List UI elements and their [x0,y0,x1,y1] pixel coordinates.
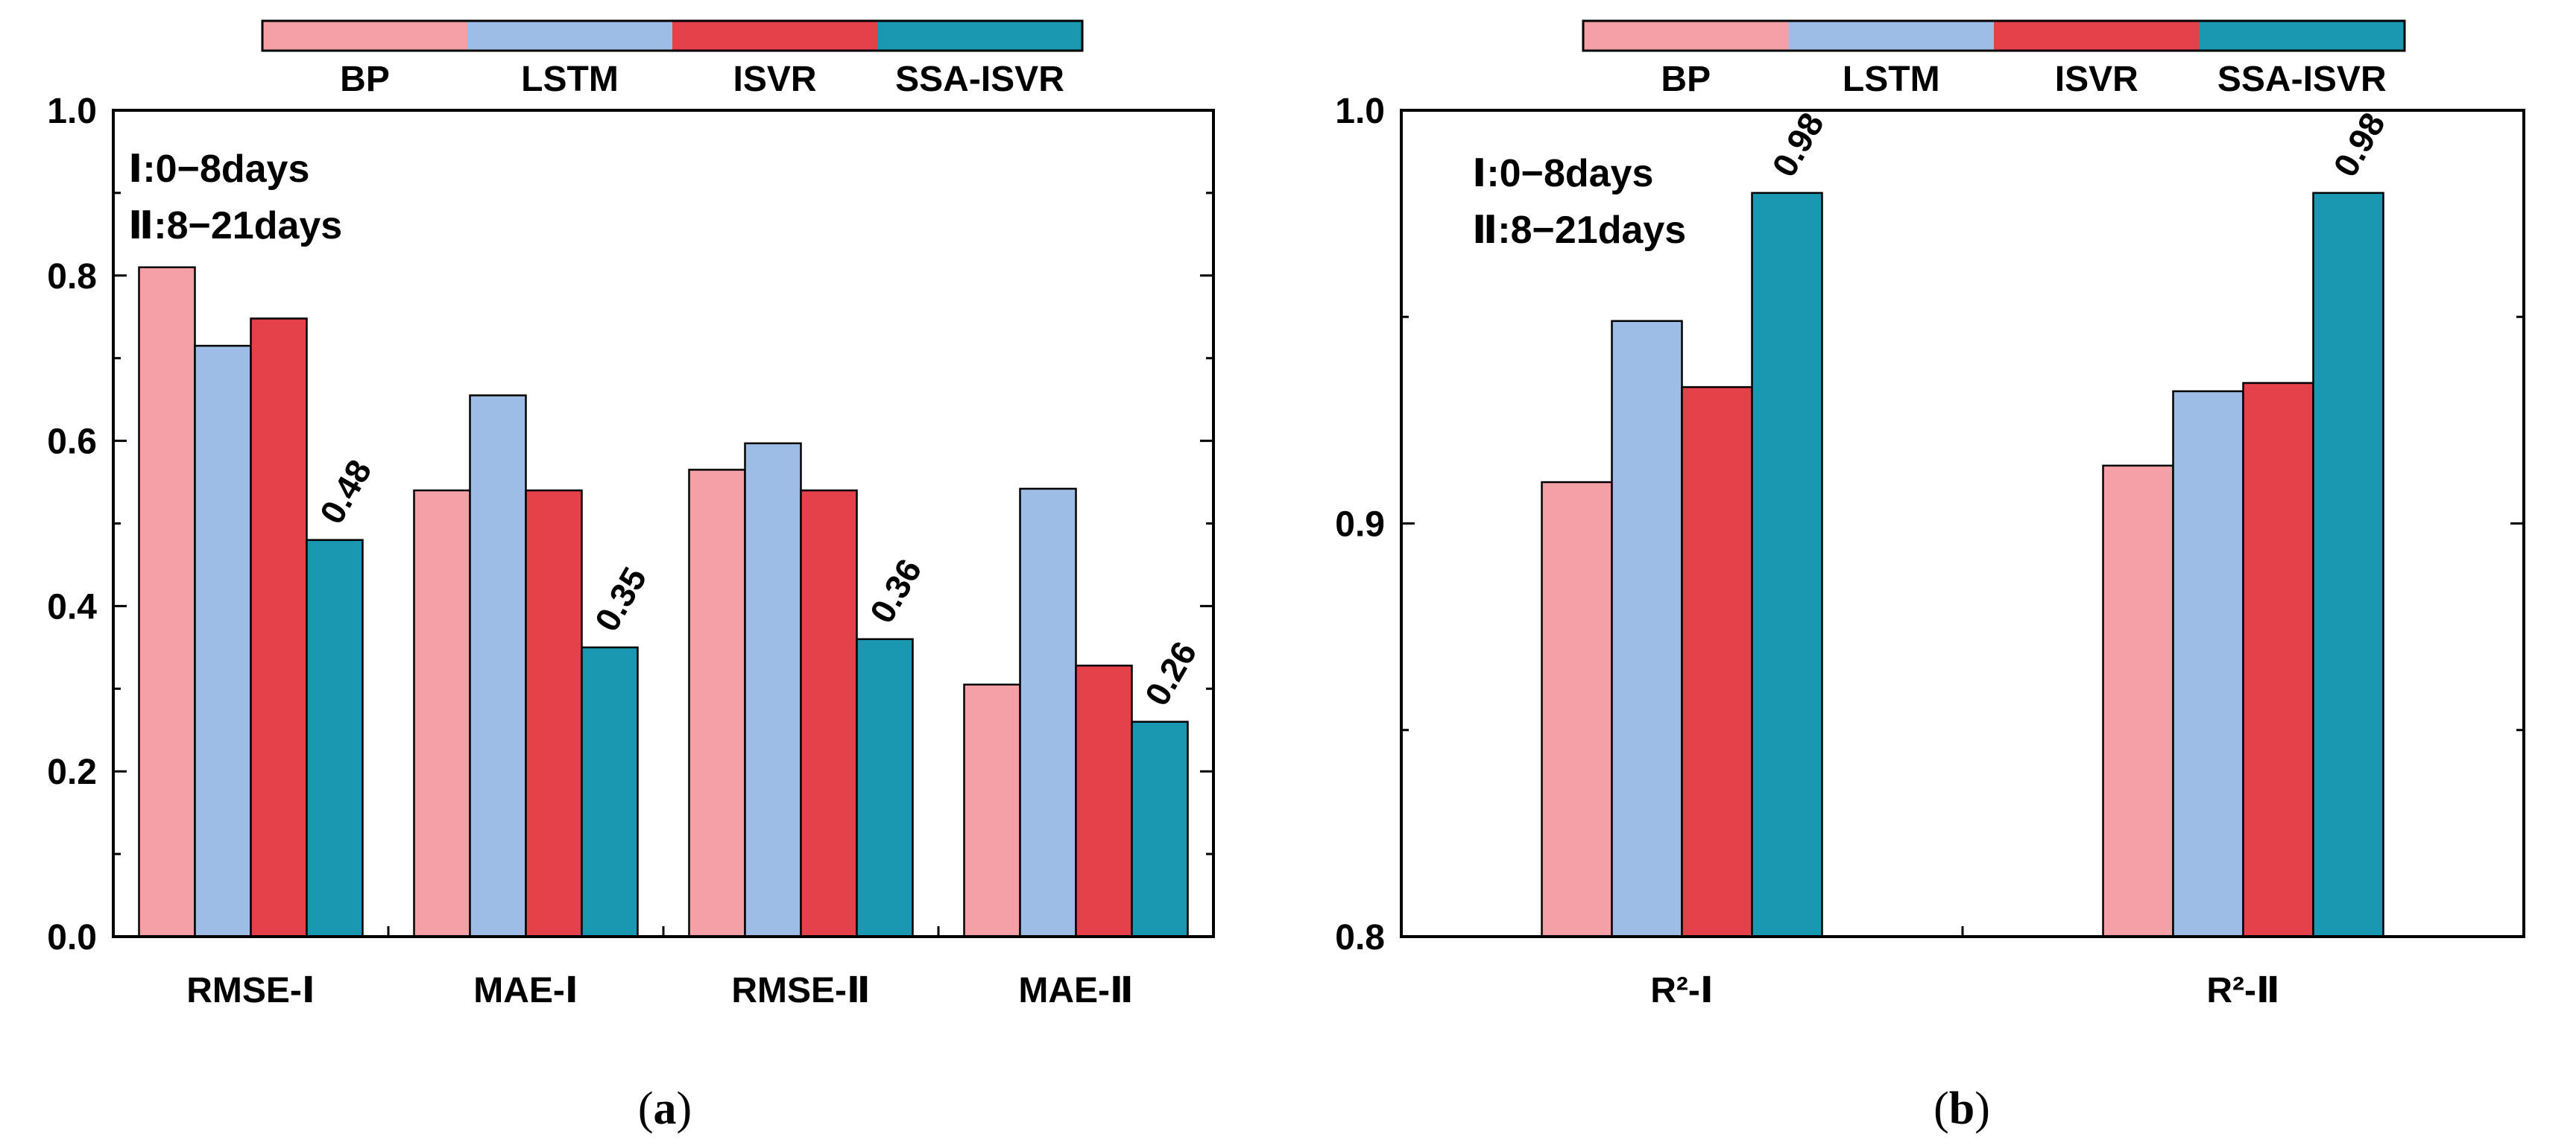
data-label: 0.48 [312,453,379,531]
caption-close: ) [1974,1083,1990,1134]
legend-frame [261,19,1084,52]
legend-label: LSTM [521,60,619,99]
legend-swatch-ssa-isvr [2199,21,2405,51]
y-tick-label: 0.9 [1335,505,1385,545]
legend-swatch-ssa-isvr [877,21,1082,51]
data-label: 0.98 [2326,106,2393,183]
legend-swatch-bp [1583,21,1789,51]
y-tick-label: 0.6 [47,422,97,462]
bar-lstm-3 [1019,487,1077,938]
bar-bp-3 [963,683,1021,938]
y-tick-label: 0.4 [47,587,97,627]
y-tick-label: 0.8 [1335,918,1385,957]
x-tick-label: RMSE-Ⅰ [186,971,315,1010]
bar-isvr-0 [1681,386,1753,938]
bar-lstm-0 [1611,320,1683,938]
annotation-text: Ⅰ:0−8days [1472,152,1653,195]
chart-panel-a: BP LSTM ISVR SSA-ISVR 0.48 RMSE-Ⅰ 0.35 MAE-Ⅰ 0.3… [47,19,1215,1134]
bar-lstm-1 [2172,390,2244,938]
bar-ssa-isvr-0 [1751,191,1823,938]
bar-bp-2 [688,469,746,938]
annotation-text: Ⅱ:8−21days [128,204,342,247]
y-tick-label: 1.0 [47,92,97,131]
bar-bp-1 [413,489,471,938]
caption-close: ) [677,1083,692,1134]
bar-ssa-isvr-1 [2312,191,2384,938]
caption-open: ( [638,1083,654,1134]
x-tick-label: R²-Ⅰ [1650,971,1714,1010]
chart-panel-b: BP LSTM ISVR SSA-ISVR 0.98 R²-Ⅰ 0.98 R²-Ⅱ 0.8 0.9… [1335,19,2525,1134]
y-tick-label: 0.0 [47,918,97,957]
x-tick-label: RMSE-Ⅱ [731,971,870,1010]
bar-ssa-isvr-1 [581,646,639,938]
panel-caption: (a) [638,1083,692,1134]
bar-bp-0 [138,266,196,938]
legend-frame [1582,19,2406,52]
legend-swatch-lstm [467,21,672,51]
y-tick-label: 0.2 [47,753,97,792]
bar-lstm-2 [744,442,802,938]
x-tick-label: MAE-Ⅰ [473,971,578,1010]
bar-ssa-isvr-0 [306,539,364,938]
legend-label: LSTM [1843,60,1940,99]
caption-letter: a [654,1083,677,1134]
data-label: 0.35 [587,560,654,638]
bar-bp-1 [2102,464,2174,938]
bar-lstm-1 [469,394,527,938]
bar-isvr-2 [800,489,858,938]
legend: BP LSTM ISVR SSA-ISVR [261,19,1084,99]
y-tick-label: 1.0 [1335,92,1385,131]
annotation-text: Ⅰ:0−8days [128,148,309,191]
data-label: 0.36 [862,552,929,630]
legend-swatch-lstm [1788,21,1994,51]
legend-swatch-isvr [672,21,877,51]
legend-swatch-isvr [1994,21,2200,51]
bar-isvr-0 [250,317,308,938]
caption-letter: b [1949,1083,1974,1134]
x-tick-label: R²-Ⅱ [2206,971,2279,1010]
bar-bp-0 [1541,481,1613,938]
bar-lstm-0 [194,344,252,938]
bar-isvr-1 [2242,382,2314,938]
bar-ssa-isvr-3 [1131,721,1189,938]
bar-isvr-1 [525,489,583,938]
data-label: 0.98 [1764,106,1831,183]
legend-label: BP [1661,60,1711,99]
legend: BP LSTM ISVR SSA-ISVR [1582,19,2406,99]
bar-isvr-3 [1075,664,1133,938]
legend-label: SSA-ISVR [2217,60,2387,99]
legend-label: ISVR [2055,60,2138,99]
caption-open: ( [1933,1083,1949,1134]
legend-swatch-bp [262,21,467,51]
legend-label: BP [340,60,390,99]
annotation-text: Ⅱ:8−21days [1472,209,1686,252]
legend-label: ISVR [733,60,816,99]
x-tick-label: MAE-Ⅱ [1018,971,1133,1010]
data-label: 0.26 [1137,635,1205,712]
legend-label: SSA-ISVR [895,60,1064,99]
panel-caption: (b) [1933,1083,1990,1134]
y-tick-label: 0.8 [47,257,97,297]
bar-ssa-isvr-2 [856,638,914,938]
